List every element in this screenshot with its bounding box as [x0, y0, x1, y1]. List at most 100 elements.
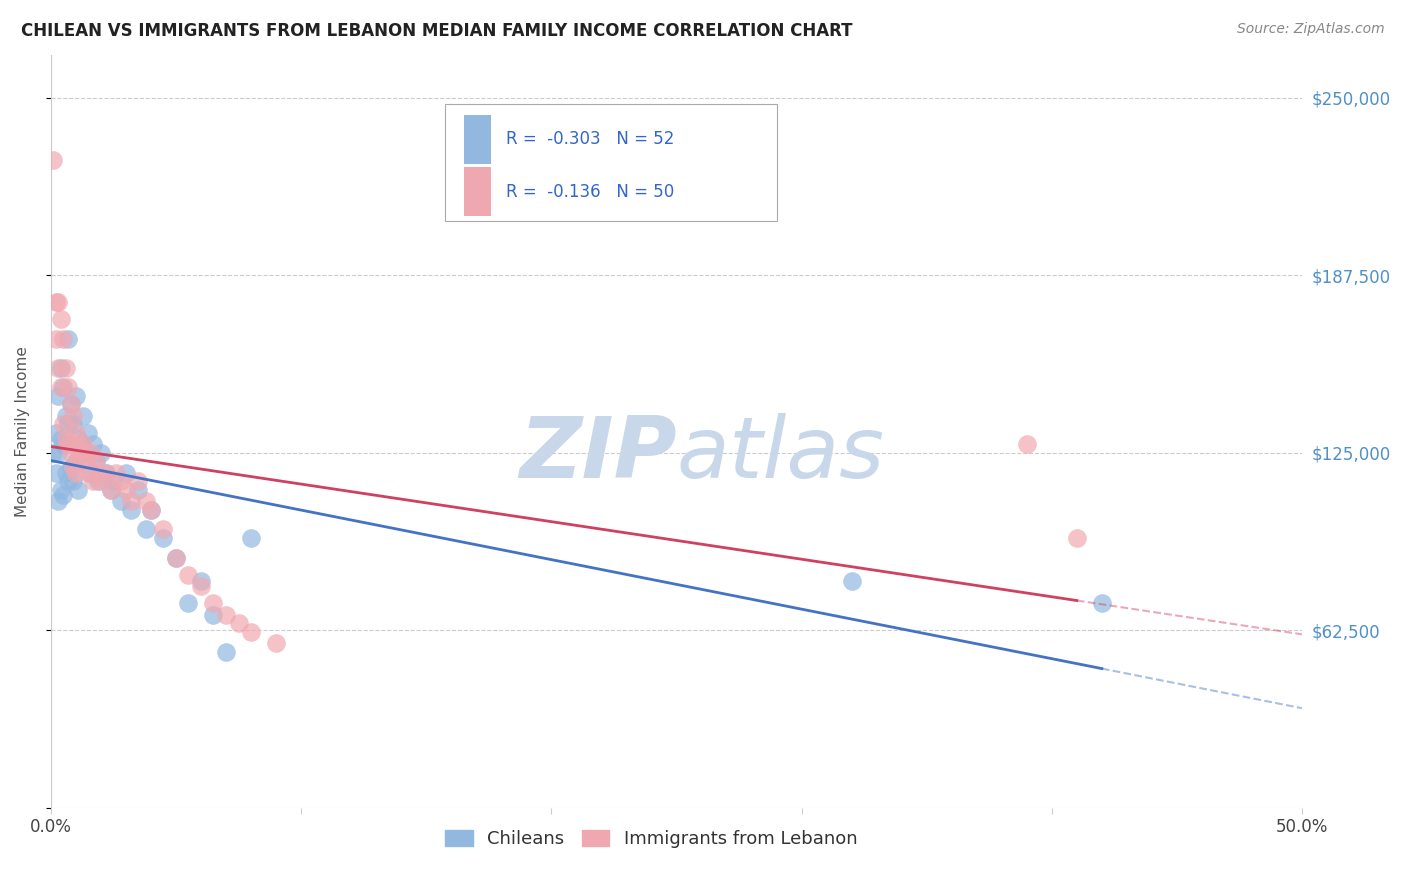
Point: [104, 466, 127, 480]
Point: [49, 432, 72, 446]
Point: [58, 417, 80, 432]
Point: [59, 446, 82, 460]
Point: [62, 459, 84, 474]
Point: [841, 574, 863, 588]
Point: [77, 425, 100, 440]
Point: [46, 295, 69, 310]
Point: [58, 474, 80, 488]
Point: [228, 616, 250, 631]
Point: [120, 494, 142, 508]
Text: Source: ZipAtlas.com: Source: ZipAtlas.com: [1237, 22, 1385, 37]
Point: [46, 360, 69, 375]
Point: [45, 466, 67, 480]
Point: [177, 596, 200, 610]
Point: [67, 483, 90, 497]
Point: [58, 332, 80, 346]
Point: [55, 432, 77, 446]
Point: [80, 466, 103, 480]
FancyBboxPatch shape: [464, 167, 491, 216]
Point: [240, 624, 263, 639]
Point: [215, 607, 238, 622]
Text: CHILEAN VS IMMIGRANTS FROM LEBANON MEDIAN FAMILY INCOME CORRELATION CHART: CHILEAN VS IMMIGRANTS FROM LEBANON MEDIA…: [21, 22, 852, 40]
Point: [115, 466, 138, 480]
FancyBboxPatch shape: [444, 104, 776, 220]
Text: atlas: atlas: [676, 412, 884, 496]
Point: [46, 389, 69, 403]
Point: [127, 474, 149, 488]
Point: [49, 380, 72, 394]
Point: [49, 483, 72, 497]
Point: [90, 446, 112, 460]
Point: [240, 531, 263, 545]
Point: [59, 459, 82, 474]
Point: [67, 437, 90, 451]
Point: [110, 474, 132, 488]
Point: [52, 332, 75, 346]
Point: [94, 466, 117, 480]
Point: [72, 409, 94, 423]
Point: [75, 454, 97, 468]
Y-axis label: Median Family Income: Median Family Income: [15, 346, 30, 516]
Point: [45, 425, 67, 440]
Point: [65, 425, 87, 440]
Point: [65, 454, 87, 468]
Point: [152, 523, 174, 537]
Point: [45, 295, 67, 310]
Text: R =  -0.136   N = 50: R = -0.136 N = 50: [506, 183, 675, 201]
Text: R =  -0.303   N = 52: R = -0.303 N = 52: [506, 130, 675, 148]
Point: [103, 474, 125, 488]
Point: [82, 474, 104, 488]
Point: [49, 360, 72, 375]
Point: [42, 153, 65, 168]
Point: [52, 488, 75, 502]
Point: [1015, 437, 1038, 451]
Point: [190, 574, 212, 588]
Point: [77, 466, 100, 480]
Point: [72, 437, 94, 451]
Point: [55, 360, 77, 375]
Point: [127, 483, 149, 497]
Point: [46, 494, 69, 508]
Point: [49, 312, 72, 326]
Point: [135, 523, 157, 537]
Legend: Chileans, Immigrants from Lebanon: Chileans, Immigrants from Lebanon: [439, 822, 865, 855]
Point: [52, 437, 75, 451]
Point: [42, 446, 65, 460]
Point: [84, 454, 107, 468]
Point: [100, 483, 122, 497]
Point: [215, 644, 238, 658]
Point: [100, 483, 122, 497]
Point: [45, 332, 67, 346]
Point: [75, 446, 97, 460]
Point: [59, 397, 82, 411]
Point: [62, 474, 84, 488]
Point: [177, 567, 200, 582]
FancyBboxPatch shape: [464, 114, 491, 163]
Point: [70, 437, 93, 451]
Point: [165, 550, 187, 565]
Point: [202, 607, 225, 622]
Point: [115, 483, 138, 497]
Point: [67, 432, 90, 446]
Point: [152, 531, 174, 545]
Point: [65, 466, 87, 480]
Point: [62, 417, 84, 432]
Text: ZIP: ZIP: [519, 412, 676, 496]
Point: [202, 596, 225, 610]
Point: [80, 446, 103, 460]
Point: [139, 502, 162, 516]
Point: [70, 446, 93, 460]
Point: [58, 437, 80, 451]
Point: [264, 636, 287, 650]
Point: [139, 502, 162, 516]
Point: [65, 389, 87, 403]
Point: [87, 466, 110, 480]
Point: [165, 550, 187, 565]
Point: [190, 579, 212, 593]
Point: [1066, 531, 1088, 545]
Point: [46, 446, 69, 460]
Point: [135, 494, 157, 508]
Point: [82, 437, 104, 451]
Point: [120, 502, 142, 516]
Point: [52, 417, 75, 432]
